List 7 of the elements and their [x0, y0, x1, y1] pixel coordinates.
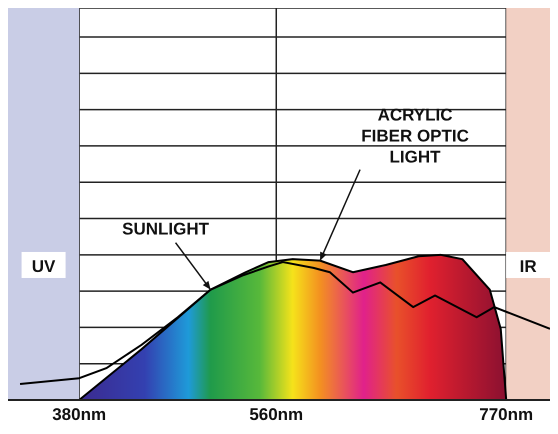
text: SUNLIGHT — [122, 220, 210, 239]
x-tick-label: 560nm — [249, 405, 304, 424]
x-tick-label: 380nm — [52, 405, 106, 424]
x-tick-label: 770nm — [479, 405, 534, 424]
text: ACRYLIC FIBER OPTIC LIGHT — [361, 106, 469, 167]
band-label: UV — [32, 256, 56, 276]
band-label: IR — [520, 256, 537, 276]
